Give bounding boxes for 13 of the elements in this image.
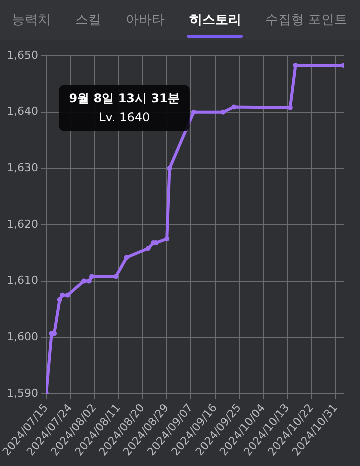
text: 능력치 [11, 12, 52, 30]
text: 스킬 [74, 12, 103, 30]
annotation: 9월 8일 13시 31분 Lv. 1640 [69, 91, 180, 124]
y-tick-label: 1,590 [6, 386, 38, 400]
y-tick-label: 1,620 [6, 218, 38, 231]
y-tick-label: 1,610 [6, 274, 38, 288]
y-tick-label: 1,650 [6, 48, 38, 62]
text: 수집형 포인트 [264, 12, 349, 30]
text: 히스토리 [188, 12, 242, 30]
text: 아바타 [124, 12, 166, 30]
y-tick-label: 1,640 [6, 105, 38, 118]
y-tick-label: 1,600 [6, 330, 38, 344]
y-tick-label: 1,630 [6, 162, 38, 175]
